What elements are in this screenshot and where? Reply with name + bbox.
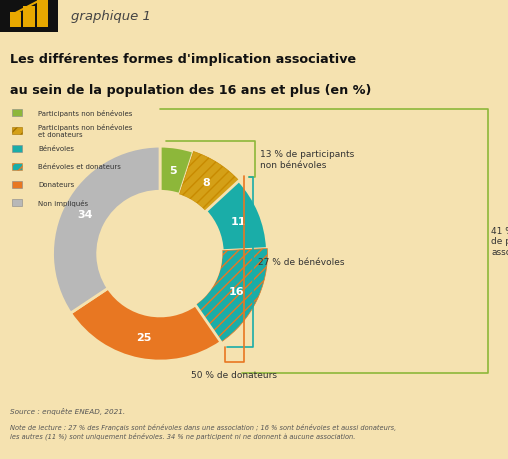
Bar — [23, 6, 35, 28]
Text: Bénévoles et donateurs: Bénévoles et donateurs — [38, 164, 121, 170]
Text: 13 % de participants
non bénévoles: 13 % de participants non bénévoles — [260, 150, 354, 169]
Bar — [10, 13, 21, 28]
Text: au sein de la population des 16 ans et plus (en %): au sein de la population des 16 ans et p… — [10, 84, 371, 97]
Text: Source : enquête ENEAD, 2021.: Source : enquête ENEAD, 2021. — [10, 407, 125, 414]
Text: 41 %
de participants
associatifs: 41 % de participants associatifs — [491, 226, 508, 256]
Text: Non impliqués: Non impliqués — [38, 200, 88, 207]
Text: Participants non bénévoles: Participants non bénévoles — [38, 110, 132, 117]
Text: Note de lecture : 27 % des Français sont bénévoles dans une association ; 16 % s: Note de lecture : 27 % des Français sont… — [10, 423, 396, 439]
Wedge shape — [71, 289, 221, 361]
FancyBboxPatch shape — [12, 182, 22, 188]
Text: 11: 11 — [231, 216, 246, 226]
FancyBboxPatch shape — [12, 164, 22, 170]
Text: 27 % de bénévoles: 27 % de bénévoles — [258, 258, 344, 267]
FancyBboxPatch shape — [12, 110, 22, 116]
Circle shape — [98, 192, 223, 316]
Text: 5: 5 — [170, 165, 177, 175]
Wedge shape — [160, 147, 194, 195]
Text: 25: 25 — [136, 332, 152, 342]
Text: Les différentes formes d'implication associative: Les différentes formes d'implication ass… — [10, 53, 356, 66]
Text: 34: 34 — [77, 209, 93, 219]
Bar — [0, 0, 58, 33]
Wedge shape — [206, 181, 267, 251]
Bar — [37, 0, 48, 28]
Text: 50 % de donateurs: 50 % de donateurs — [191, 370, 277, 380]
FancyBboxPatch shape — [12, 146, 22, 152]
Wedge shape — [179, 152, 239, 212]
Text: Bénévoles: Bénévoles — [38, 146, 74, 152]
Text: Donateurs: Donateurs — [38, 182, 74, 188]
Text: graphique 1: graphique 1 — [71, 10, 151, 23]
Wedge shape — [52, 147, 160, 313]
FancyBboxPatch shape — [12, 200, 22, 206]
Text: 16: 16 — [228, 287, 244, 297]
Wedge shape — [196, 249, 268, 342]
Text: Participants non bénévoles
et donateurs: Participants non bénévoles et donateurs — [38, 124, 132, 138]
Text: 8: 8 — [202, 178, 210, 188]
FancyBboxPatch shape — [12, 128, 22, 134]
